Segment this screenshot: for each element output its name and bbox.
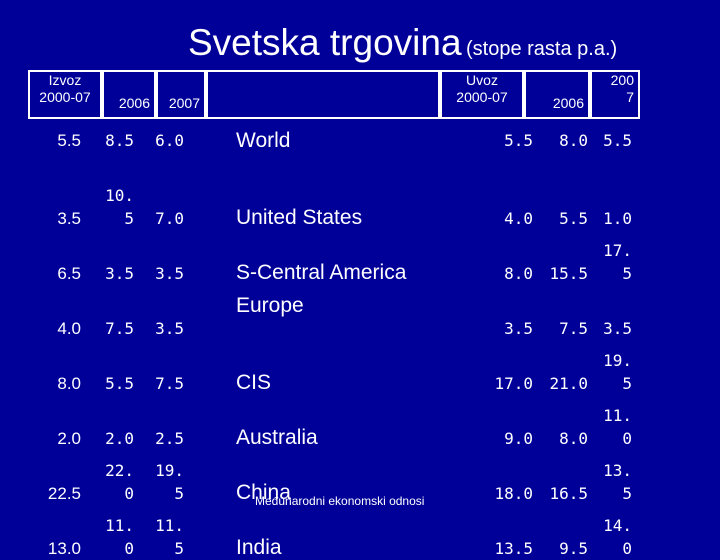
cell-im-2006: 21.0 (549, 374, 588, 393)
cell-ex-2007: 11. 5 (155, 516, 184, 558)
cell-im-2007: 14. 0 (603, 516, 632, 558)
title-subtitle: (stope rasta p.a.) (465, 38, 618, 60)
cell-im-range: 9.0 (504, 429, 533, 448)
cell-ex-range: 22.5 (47, 484, 81, 503)
cell-im-2007: 3.5 (603, 319, 632, 338)
cell-ex-2006: 8.5 (105, 131, 134, 150)
slide-title: Svetska trgovina (stope rasta p.a.) (188, 22, 617, 64)
cell-im-2006: 5.5 (559, 209, 588, 228)
cell-im-range: 18.0 (494, 484, 533, 503)
cell-im-range: 4.0 (504, 209, 533, 228)
cell-ex-2006: 7.5 (105, 319, 134, 338)
cell-im-2006: 8.0 (559, 131, 588, 150)
region-label: Australia (236, 426, 318, 449)
cell-im-2007: 1.0 (603, 209, 632, 228)
cell-ex-2007: 7.5 (155, 374, 184, 393)
cell-ex-2006: 11. 0 (105, 516, 134, 558)
header-import-2006: 2006 (552, 95, 584, 111)
cell-ex-range: 6.5 (57, 264, 81, 283)
region-label: United States (236, 206, 363, 229)
cell-ex-2007: 2.5 (155, 429, 184, 448)
cell-im-range: 3.5 (504, 319, 533, 338)
header-export-2007-cell: 2007 (158, 72, 204, 117)
cell-im-range: 17.0 (494, 374, 533, 393)
cell-im-2006: 7.5 (559, 319, 588, 338)
cell-ex-2006: 22. 0 (105, 461, 134, 503)
cell-ex-2007: 6.0 (155, 131, 184, 150)
header-empty-cell (208, 72, 438, 117)
cell-im-range: 8.0 (504, 264, 533, 283)
cell-im-range: 13.5 (494, 539, 533, 558)
cell-im-2006: 15.5 (549, 264, 588, 283)
cell-ex-range: 13.0 (47, 539, 81, 558)
region-label: China (236, 481, 291, 504)
header-export-2006: 2006 (118, 95, 150, 111)
header-import-2006-cell: 2006 (526, 72, 588, 117)
cell-ex-2006: 5.5 (105, 374, 134, 393)
cell-im-2006: 8.0 (559, 429, 588, 448)
cell-ex-2006: 2.0 (105, 429, 134, 448)
cell-im-2007: 13. 5 (603, 461, 632, 503)
cell-im-2007: 11. 0 (603, 406, 632, 448)
header-export-2006-cell: 2006 (104, 72, 154, 117)
cell-im-range: 5.5 (504, 131, 533, 150)
region-label: Europe (236, 294, 304, 317)
cell-ex-2007: 3.5 (155, 264, 184, 283)
cell-ex-range: 3.5 (57, 209, 81, 228)
header-import-2007: 200 7 (592, 72, 638, 117)
cell-im-2007: 17. 5 (603, 241, 632, 283)
title-main: Svetska trgovina (188, 22, 462, 63)
cell-ex-2006: 10. 5 (105, 186, 134, 228)
cell-ex-2006: 3.5 (105, 264, 134, 283)
region-label: CIS (236, 371, 272, 394)
cell-ex-2007: 3.5 (155, 319, 184, 338)
cell-im-2006: 9.5 (559, 539, 588, 558)
cell-ex-range: 8.0 (57, 374, 81, 393)
region-label: World (236, 129, 291, 152)
header-export-2007: 2007 (168, 95, 200, 111)
region-label: S-Central America (236, 261, 407, 284)
header-export-range: Izvoz 2000-07 (30, 72, 100, 117)
cell-im-2007: 5.5 (603, 131, 632, 150)
cell-im-2006: 16.5 (549, 484, 588, 503)
cell-im-2007: 19. 5 (603, 351, 632, 393)
cell-ex-2007: 7.0 (155, 209, 184, 228)
header-import-range: Uvoz 2000-07 (442, 72, 522, 117)
footer-note: Međunarodni ekonomski odnosi (255, 494, 425, 508)
cell-ex-2007: 19. 5 (155, 461, 184, 503)
cell-ex-range: 4.0 (57, 319, 81, 338)
cell-ex-range: 2.0 (57, 429, 81, 448)
cell-ex-range: 5.5 (57, 131, 81, 150)
